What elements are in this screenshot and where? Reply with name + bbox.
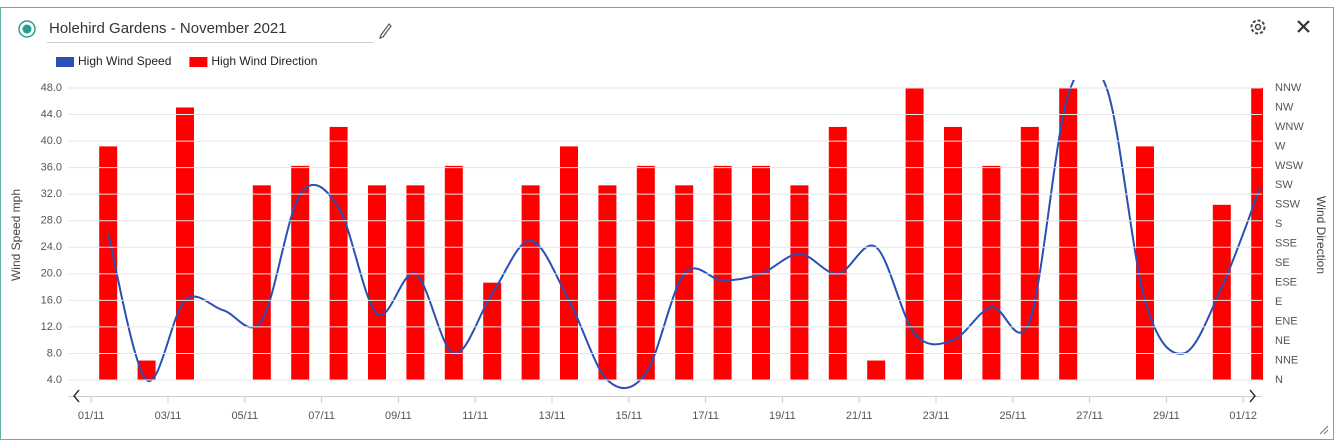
scroll-left[interactable] [73, 389, 80, 403]
y2-tick-label: ENE [1275, 316, 1298, 328]
bar [790, 185, 809, 380]
y-tick-label: 32.0 [41, 188, 62, 200]
y-tick-label: 48.0 [41, 82, 62, 94]
bar [329, 126, 348, 380]
bar [137, 360, 156, 380]
bar [982, 165, 1001, 380]
resize-handle[interactable] [1319, 425, 1329, 435]
y-tick-label: 40.0 [41, 135, 62, 147]
bar [99, 146, 118, 380]
x-tick-label: 23/11 [923, 410, 950, 422]
bar [867, 360, 886, 380]
close-icon[interactable] [1297, 20, 1310, 33]
bar [176, 107, 194, 380]
y2-tick-label: ESE [1275, 277, 1297, 289]
bar [713, 165, 732, 380]
bar [291, 165, 310, 380]
y-axis-title: Wind Speed mph [9, 189, 23, 281]
legend-swatch [56, 57, 74, 67]
edit-icon[interactable] [379, 23, 392, 39]
y-tick-label: 16.0 [41, 294, 62, 306]
bar [368, 185, 386, 380]
bar [521, 185, 540, 380]
status-dot [22, 24, 32, 34]
bar [1136, 146, 1154, 380]
x-tick-label: 03/11 [155, 410, 182, 422]
bar [675, 185, 694, 380]
bar [1251, 88, 1263, 380]
bar [252, 185, 271, 380]
x-tick-label: 01/11 [78, 410, 105, 422]
y2-tick-label: S [1275, 218, 1282, 230]
legend-swatch [189, 57, 208, 67]
x-tick-label: 09/11 [385, 410, 412, 422]
y2-tick-label: NNE [1275, 354, 1298, 366]
widget-title: Holehird Gardens - November 2021 [49, 20, 287, 37]
y2-tick-label: SSW [1275, 199, 1301, 211]
y2-tick-label: W [1275, 140, 1286, 152]
x-tick-label: 27/11 [1076, 410, 1103, 422]
y2-tick-label: NE [1275, 335, 1290, 347]
y-tick-label: 12.0 [41, 321, 62, 333]
bar [636, 165, 655, 380]
y-tick-label: 8.0 [47, 347, 62, 359]
y-tick-label: 36.0 [41, 162, 62, 174]
x-tick-label: 11/11 [462, 410, 488, 422]
y-tick-label: 20.0 [41, 268, 62, 280]
settings-icon[interactable] [1250, 19, 1266, 35]
bar [406, 185, 425, 380]
widget-border [0, 7, 1334, 440]
y2-tick-label: NW [1275, 101, 1294, 113]
y2-axis-title: Wind Direction [1314, 196, 1328, 274]
y-tick-label: 24.0 [41, 241, 62, 253]
bar [944, 126, 962, 380]
bar [828, 126, 847, 380]
y-tick-label: 28.0 [41, 215, 62, 227]
bar [1212, 204, 1231, 380]
plot-area [99, 80, 1263, 389]
y2-tick-label: E [1275, 296, 1282, 308]
bar [905, 88, 924, 380]
bar [1020, 126, 1039, 380]
y-tick-label: 4.0 [47, 374, 62, 386]
bar [560, 146, 578, 380]
x-tick-label: 29/11 [1153, 410, 1180, 422]
y-tick-label: 44.0 [41, 108, 62, 120]
y2-tick-label: SW [1275, 179, 1293, 191]
legend-label: High Wind Speed [78, 54, 171, 68]
y2-tick-label: SE [1275, 257, 1290, 269]
bar [598, 185, 617, 380]
x-tick-label: 19/11 [769, 410, 796, 422]
x-tick-label: 17/11 [692, 410, 719, 422]
y2-tick-label: WSW [1275, 160, 1304, 172]
x-tick-label: 21/11 [846, 410, 873, 422]
y2-tick-label: WNW [1275, 121, 1304, 133]
scroll-right[interactable] [1249, 389, 1256, 403]
y2-tick-label: N [1275, 374, 1283, 386]
y2-tick-label: NNW [1275, 82, 1302, 94]
bar [483, 282, 502, 380]
bar [1059, 88, 1078, 380]
x-tick-label: 01/12 [1229, 410, 1257, 422]
x-tick-label: 15/11 [615, 410, 642, 422]
x-tick-label: 25/11 [999, 410, 1026, 422]
x-tick-label: 13/11 [539, 410, 566, 422]
x-tick-label: 07/11 [308, 410, 335, 422]
x-tick-label: 05/11 [231, 410, 258, 422]
legend-label: High Wind Direction [211, 54, 317, 68]
y2-tick-label: SSE [1275, 238, 1297, 250]
